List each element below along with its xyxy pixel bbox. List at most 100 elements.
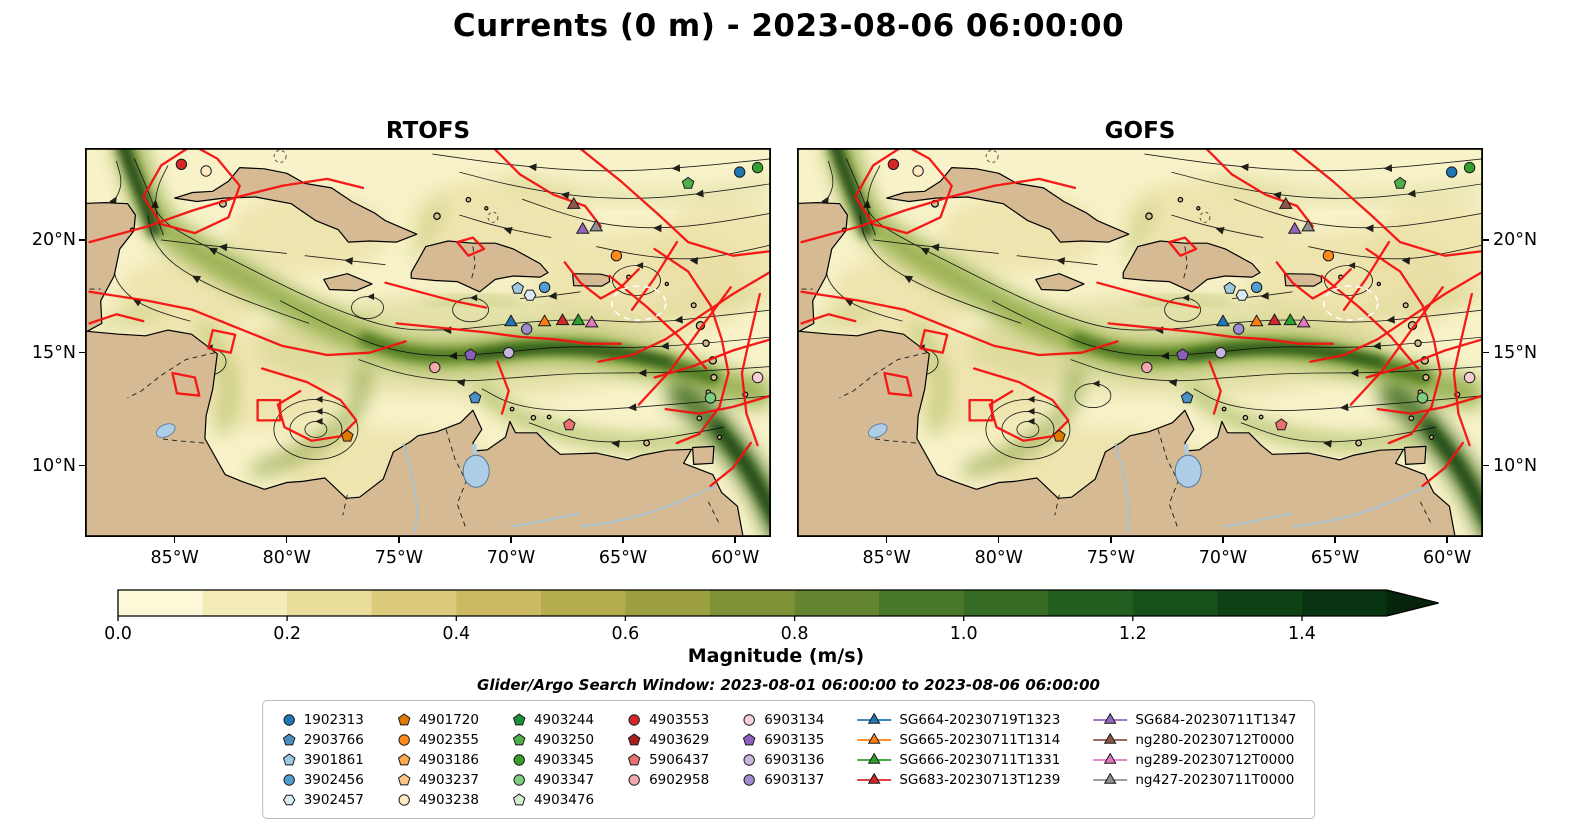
legend-entry: 3902456: [281, 771, 364, 788]
x-tick-label: 60°W: [711, 548, 760, 568]
legend-entry: ng280-20230712T0000: [1092, 731, 1296, 748]
x-tick-label: 65°W: [1310, 548, 1360, 568]
colorbar-label: Magnitude (m/s): [687, 645, 865, 667]
legend-entry: 4903553: [626, 711, 709, 728]
legend-entry-label: 3901861: [303, 751, 364, 768]
legend-entry: 4903345: [511, 751, 594, 768]
legend-entry-label: 4903237: [418, 771, 479, 788]
x-tick: [734, 537, 736, 543]
legend-entry: 4903347: [511, 771, 594, 788]
legend-entry: SG666-20230711T1331: [856, 751, 1060, 768]
legend-entry: SG665-20230711T1314: [856, 731, 1060, 748]
circle-legend-marker-icon: [628, 773, 640, 786]
float-marker-4903553: [175, 158, 188, 170]
colorbar-tick-label: 0.0: [104, 624, 132, 644]
colorbar-tick-label: 1.2: [1118, 624, 1147, 644]
glider-marker-SG683: [555, 313, 570, 326]
y-tick: [79, 352, 85, 354]
pentagon-legend-marker-icon: [397, 712, 411, 725]
drifter-tracks-layer: [800, 148, 1483, 488]
float-marker-4903250: [681, 176, 695, 189]
glider-track-legend-marker-icon: [1093, 752, 1128, 764]
legend-column: SG664-20230719T1323 SG665-20230711T1314 SG…: [856, 711, 1060, 788]
legend-entry: 6902958: [626, 771, 709, 788]
current-magnitude-field: [797, 148, 1483, 537]
circle-legend-marker-icon: [282, 713, 295, 726]
y-tick: [1483, 352, 1489, 354]
float-marker-4903345: [751, 161, 764, 174]
legend-entry: 4903237: [396, 771, 479, 788]
legend-entry-label: ng427-20230711T0000: [1135, 771, 1295, 788]
glider-marker-ng289: [584, 315, 599, 328]
x-tick: [173, 537, 176, 543]
float-marker-4903553: [887, 158, 900, 170]
legend-entry-label: SG666-20230711T1331: [899, 751, 1061, 768]
circle-legend-marker-icon: [398, 733, 410, 746]
legend-entry-label: 4903629: [649, 731, 710, 748]
search-radius-circle: [1322, 285, 1379, 321]
float-marker-4903345: [1463, 161, 1476, 174]
float-marker-6903134: [751, 371, 764, 384]
float-marker-3901861: [511, 281, 524, 294]
x-tick: [398, 537, 400, 543]
x-tick: [622, 537, 624, 543]
legend-entry-label: ng289-20230712T0000: [1135, 751, 1295, 768]
circle-legend-marker-icon: [513, 773, 525, 786]
legend-entry-label: SG664-20230719T1323: [899, 711, 1061, 728]
x-tick-label: 60°W: [1423, 548, 1472, 568]
float-marker-5906437: [1275, 418, 1288, 431]
legend-entry-label: 4903347: [533, 771, 595, 788]
land-layer: [797, 149, 1461, 537]
pentagon-legend-marker-icon: [742, 732, 756, 745]
legend-entry: 1902313: [281, 711, 364, 728]
pentagon-legend-marker-icon: [512, 712, 526, 725]
gofs-map: [797, 148, 1483, 537]
x-tick: [1334, 537, 1336, 543]
float-marker-4903250: [1393, 176, 1407, 189]
panel-title-rtofs: RTOFS: [385, 118, 471, 144]
x-tick: [510, 537, 512, 543]
glider-marker-ng427: [589, 219, 604, 232]
pentagon-legend-marker-icon: [512, 732, 526, 745]
legend-entry: SG664-20230719T1323: [856, 711, 1060, 728]
float-marker-6902958: [1141, 361, 1153, 374]
float-marker-4902355: [1322, 250, 1335, 262]
glider-marker-SG665: [1249, 314, 1264, 327]
float-marker-4903238: [912, 165, 924, 177]
colorbar-tick-label: 0.2: [273, 624, 302, 644]
glider-marker-SG665: [537, 314, 552, 327]
legend-entry: 3902457: [281, 791, 364, 808]
float-marker-6903134: [1463, 371, 1476, 384]
legend-entry: 3901861: [281, 751, 364, 768]
y-tick: [1483, 239, 1489, 241]
y-tick-label: 15°N: [1493, 342, 1538, 363]
legend-entry-label: 4903553: [649, 711, 710, 728]
glider-track-legend-marker-icon: [1093, 772, 1128, 784]
land-detail-layer: [85, 246, 720, 534]
legend-entry: ng289-20230712T0000: [1092, 751, 1296, 768]
legend-entry: 2903766: [281, 731, 364, 748]
legend-entry-label: 4903476: [533, 791, 595, 808]
legend-column: 4901720 4902355 4903186 4903237 4903238: [396, 711, 479, 808]
colorbar-tick-label: 1.0: [949, 624, 978, 644]
search-window-caption: Glider/Argo Search Window: 2023-08-01 06…: [477, 676, 1100, 694]
legend-entry-label: 2903766: [303, 731, 364, 748]
circle-legend-marker-icon: [282, 773, 295, 786]
pentagon-legend-marker-icon: [627, 732, 641, 745]
x-tick-label: 80°W: [974, 548, 1023, 568]
float-marker-6903135: [464, 348, 477, 361]
legend-entry: 4901720: [396, 711, 479, 728]
circle-legend-marker-icon: [743, 713, 755, 726]
glider-marker-SG664: [504, 314, 518, 327]
glider-marker-ng280: [1278, 196, 1293, 209]
legend: 1902313 2903766 3901861 3902456 3902457 49017…: [261, 700, 1316, 819]
hexagon-legend-marker-icon: [282, 794, 295, 805]
float-marker-6903136: [1215, 347, 1227, 359]
pentagon-legend-marker-icon: [512, 792, 526, 805]
float-marker-5906437: [563, 418, 576, 431]
legend-entry-label: 1902313: [303, 711, 364, 728]
colorbar-tick-label: 0.8: [780, 624, 809, 644]
legend-entry-label: 6903134: [764, 711, 825, 728]
legend-entry-label: 4901720: [418, 711, 479, 728]
